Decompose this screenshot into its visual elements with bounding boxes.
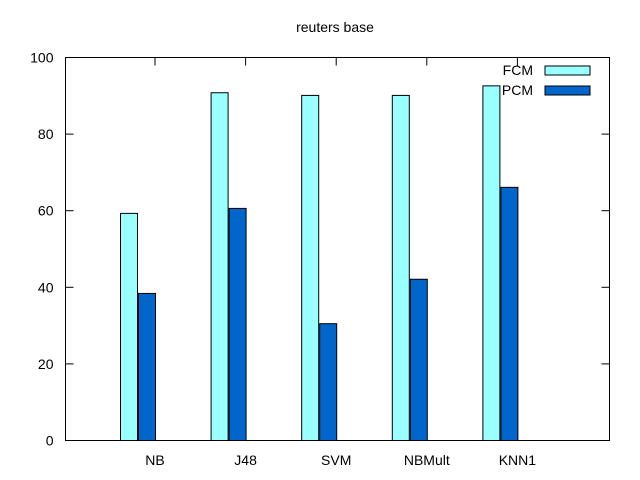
bars [120,85,519,442]
legend-label-fcm: FCM [503,62,533,78]
y-tick-label: 60 [38,203,54,219]
y-tick-label: 40 [38,279,54,295]
x-tick-label: SVM [321,452,351,468]
bar-pcm-knn1 [500,186,519,441]
bar-fcm-nb [120,212,138,441]
chart-title: reuters base [296,19,374,35]
y-tick-label: 0 [46,433,54,449]
x-tick-label: NBMult [404,452,450,468]
legend: FCM PCM [502,62,591,98]
y-tick-label: 80 [38,126,54,142]
bar-fcm-j48 [210,92,229,442]
x-tick-label: KNN1 [499,452,537,468]
bar-pcm-svm [319,323,338,441]
plot-frame [65,57,610,441]
bar-pcm-nbmult [409,278,428,441]
x-axis: NB J48 SVM NBMult KNN1 [145,57,537,468]
bar-pcm-nb [138,292,156,442]
x-tick-label: NB [145,452,164,468]
bar-fcm-knn1 [482,85,501,441]
legend-swatch-fcm [544,65,591,76]
legend-swatch-pcm [544,85,591,96]
y-tick-label: 20 [38,356,54,372]
x-tick-label: J48 [234,452,257,468]
bar-pcm-j48 [228,207,247,441]
bar-fcm-nbmult [391,94,410,442]
y-tick-label: 100 [30,50,54,66]
y-axis: 0 20 40 60 80 100 [30,50,610,449]
bar-fcm-svm [301,94,320,442]
legend-label-pcm: PCM [502,82,533,98]
